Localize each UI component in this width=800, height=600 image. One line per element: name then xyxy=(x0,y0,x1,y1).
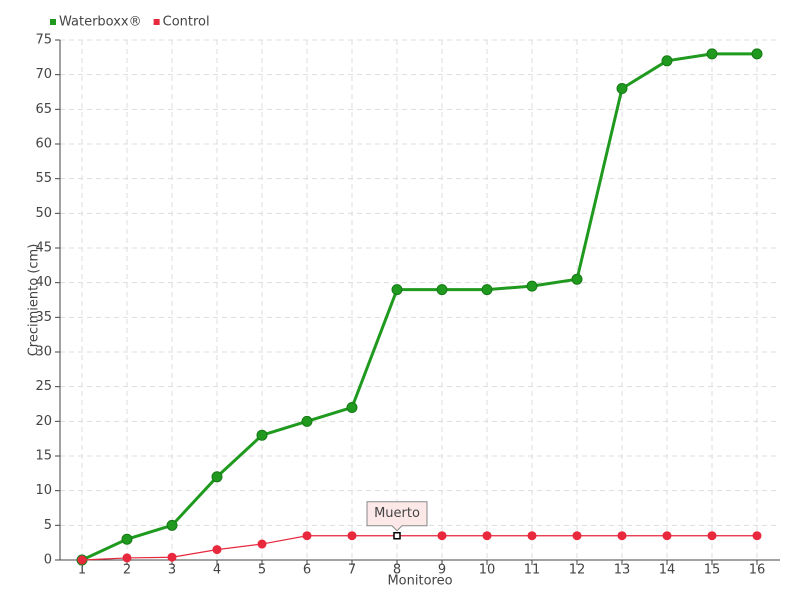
point-marker xyxy=(256,429,268,441)
point-marker xyxy=(707,531,717,541)
point-marker xyxy=(121,533,133,545)
x-tick-label: 13 xyxy=(614,563,631,578)
series-line xyxy=(81,52,757,562)
y-tick-label: 5 xyxy=(44,518,52,533)
x-axis-title: Monitoreo xyxy=(387,574,452,589)
y-tick-label: 75 xyxy=(35,33,52,48)
point-marker xyxy=(302,531,312,541)
series-line xyxy=(81,535,757,561)
point-marker xyxy=(166,519,178,531)
y-tick-label: 30 xyxy=(35,345,52,360)
x-tick-label: 4 xyxy=(213,563,221,578)
point-marker xyxy=(393,531,401,540)
point-marker xyxy=(391,284,403,296)
point-marker xyxy=(661,55,673,67)
point-marker xyxy=(211,471,223,483)
point-marker xyxy=(752,531,762,541)
y-tick-label: 70 xyxy=(35,67,52,82)
annotation-box xyxy=(366,501,428,532)
point-marker xyxy=(212,545,222,555)
x-tick-label: 7 xyxy=(348,563,356,578)
x-tick-label: 16 xyxy=(749,563,766,578)
point-marker xyxy=(481,284,493,296)
y-tick-label: 60 xyxy=(35,137,52,152)
y-tick-label: 35 xyxy=(35,310,52,325)
y-tick-label: 45 xyxy=(35,241,52,256)
point-marker xyxy=(301,415,313,427)
y-tick-label: 0 xyxy=(44,553,52,568)
point-marker xyxy=(616,83,628,95)
point-marker xyxy=(122,553,132,563)
point-marker xyxy=(257,539,267,549)
point-marker xyxy=(482,531,492,541)
y-tick-label: 25 xyxy=(35,379,52,394)
y-tick-label: 40 xyxy=(35,275,52,290)
x-tick-label: 10 xyxy=(479,563,496,578)
x-tick-label: 1 xyxy=(78,563,86,578)
point-marker xyxy=(436,284,448,296)
point-marker xyxy=(437,531,447,541)
point-marker xyxy=(571,273,583,285)
x-tick-label: 5 xyxy=(258,563,266,578)
y-tick-label: 65 xyxy=(35,102,52,117)
point-marker xyxy=(706,48,718,60)
point-marker xyxy=(346,401,358,413)
y-tick-label: 50 xyxy=(35,206,52,221)
y-tick-label: 15 xyxy=(35,449,52,464)
y-tick-label: 55 xyxy=(35,171,52,186)
x-tick-label: 8 xyxy=(393,563,401,578)
y-axis-title: Crecimiento (cm) xyxy=(27,244,42,357)
point-marker xyxy=(572,531,582,541)
point-marker xyxy=(527,531,537,541)
x-tick-label: 15 xyxy=(704,563,721,578)
x-tick-label: 3 xyxy=(168,563,176,578)
x-tick-label: 12 xyxy=(569,563,586,578)
point-marker xyxy=(77,555,87,565)
point-marker xyxy=(617,531,627,541)
point-marker xyxy=(526,280,538,292)
point-marker xyxy=(751,48,763,60)
x-tick-label: 6 xyxy=(303,563,311,578)
y-tick-label: 20 xyxy=(35,414,52,429)
y-tick-label: 10 xyxy=(35,483,52,498)
x-tick-label: 2 xyxy=(123,563,131,578)
x-tick-label: 14 xyxy=(659,563,676,578)
annotation-text: Muerto xyxy=(374,506,420,521)
x-tick-label: 11 xyxy=(524,563,541,578)
point-marker xyxy=(347,531,357,541)
legend-swatch xyxy=(153,19,160,25)
point-marker xyxy=(167,552,177,562)
legend-label: Control xyxy=(163,15,210,30)
legend-label: Waterboxx® xyxy=(59,15,142,30)
point-marker xyxy=(662,531,672,541)
legend-swatch xyxy=(50,19,56,25)
x-tick-label: 9 xyxy=(438,563,446,578)
